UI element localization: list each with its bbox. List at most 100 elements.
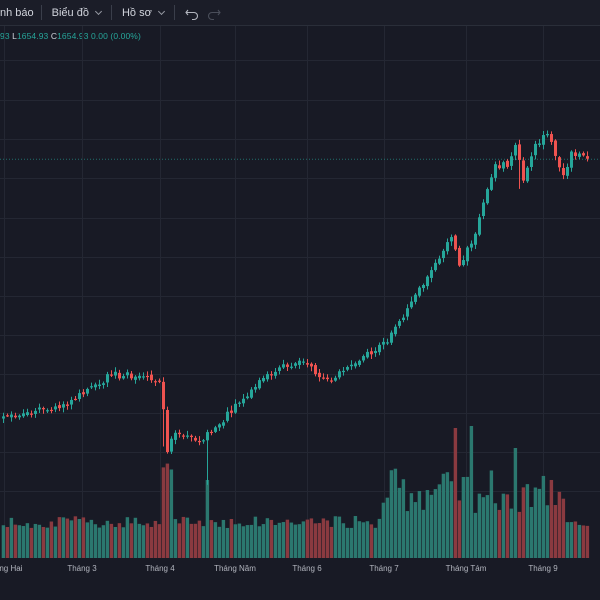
candle-body [402, 317, 405, 321]
legend-close-label: C [50, 31, 58, 41]
candle-body [302, 361, 305, 363]
candle-body [270, 374, 273, 376]
candle-body [514, 144, 517, 156]
volume-bar [201, 526, 206, 558]
candle-body [58, 405, 61, 409]
volume-bar [469, 426, 474, 558]
x-tick-label: Tháng 9 [528, 564, 558, 573]
candle-body [134, 376, 137, 380]
volume-bar [73, 516, 78, 558]
candle-body [330, 380, 333, 382]
candle-body [174, 432, 177, 440]
volume-bar [117, 523, 122, 558]
candle-body [334, 377, 337, 381]
undo-button[interactable] [175, 0, 203, 25]
volume-bar [345, 527, 350, 558]
candle-body [554, 140, 557, 156]
candle-body [406, 308, 409, 317]
volume-bar [393, 468, 398, 558]
volume-bar [185, 517, 190, 558]
volume-bar [369, 524, 374, 558]
volume-bar [381, 502, 386, 558]
redo-button[interactable] [203, 0, 230, 25]
volume-bar [461, 477, 466, 558]
candle-body [430, 270, 433, 278]
volume-bar [401, 479, 406, 558]
volume-bar [325, 520, 330, 558]
candle-body [366, 351, 369, 358]
candle-body [586, 156, 589, 159]
candle-body [350, 364, 353, 367]
candle-body [190, 435, 193, 438]
candle-body [550, 134, 553, 142]
volume-bar [25, 523, 30, 558]
candle-body [170, 438, 173, 452]
volume-bar [441, 473, 446, 558]
x-tick-label: Tháng 7 [369, 564, 399, 573]
volume-bar [13, 524, 18, 558]
candle-body [342, 370, 345, 373]
candle-body [218, 424, 221, 428]
volume-bar [433, 489, 438, 558]
candle-body [78, 393, 81, 400]
price-chart[interactable]: Tháng Hai Tháng 3 Tháng 4 Tháng Năm Tháng 6 T… [0, 26, 600, 600]
redo-icon [207, 9, 221, 20]
volume-bar [261, 524, 266, 558]
volume-bar [565, 522, 570, 558]
volume-bar [529, 506, 534, 558]
volume-bar [409, 493, 414, 558]
candle-body [510, 156, 513, 166]
volume-bar [129, 523, 134, 558]
volume-bar [165, 463, 170, 558]
volume-bar [153, 520, 158, 558]
candle-body [230, 410, 233, 413]
volume-bar [549, 479, 554, 558]
candle-body [338, 371, 341, 378]
candle-body [434, 262, 437, 271]
volume-bar [65, 518, 70, 558]
candle-body [150, 374, 153, 381]
volume-bar [585, 525, 590, 558]
candle-body [506, 160, 509, 167]
candle-body [438, 258, 441, 264]
volume-bar [513, 448, 518, 558]
candle-body [582, 153, 585, 156]
volume-bar [21, 526, 26, 558]
volume-bar [97, 527, 102, 558]
volume-bar [453, 428, 458, 558]
x-tick-label: Tháng Tám [446, 564, 487, 573]
candle-body [494, 164, 497, 178]
x-tick-label: Tháng 4 [145, 564, 175, 573]
volume-bar [197, 520, 202, 558]
volume-bar [417, 491, 422, 558]
volume-bar [233, 524, 238, 558]
volume-bar [577, 524, 582, 558]
volume-bar [273, 524, 278, 558]
alerts-button[interactable]: nh báo [0, 0, 41, 25]
volume-bar [541, 475, 546, 558]
candle-body [118, 372, 121, 379]
candle-body [70, 399, 73, 405]
volume-bar [249, 524, 254, 558]
candle-body [558, 157, 561, 168]
candle-body [318, 372, 321, 378]
volume-pane [1, 426, 590, 558]
volume-bar [425, 490, 430, 558]
chart-menu-button[interactable]: Biểu đồ [42, 0, 111, 25]
volume-bar [481, 497, 486, 558]
profile-menu-button[interactable]: Hồ sơ [112, 0, 174, 25]
volume-bar [53, 526, 58, 558]
volume-bar [537, 488, 542, 558]
volume-bar [277, 522, 282, 558]
toolbar-divider [40, 5, 42, 20]
volume-bar [9, 517, 14, 558]
candle-body [446, 242, 449, 252]
candle-body [146, 375, 149, 378]
volume-bar [177, 523, 182, 558]
volume-bar [41, 527, 46, 558]
candle-body [538, 143, 541, 145]
candle-body [6, 415, 9, 417]
toolbar-divider [173, 5, 175, 20]
candle-series [2, 130, 589, 485]
candle-body [482, 202, 485, 216]
